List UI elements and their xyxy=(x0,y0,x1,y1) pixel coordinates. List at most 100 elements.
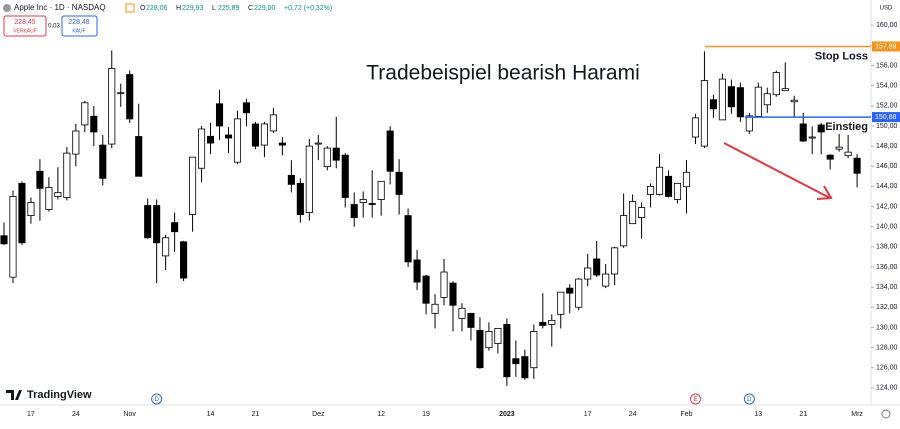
candle-body xyxy=(844,151,852,157)
candle-body xyxy=(413,259,421,283)
candle-body xyxy=(602,273,610,287)
candle-body xyxy=(494,328,502,344)
candle-body xyxy=(557,291,565,315)
candle-body xyxy=(817,124,825,133)
candle-body xyxy=(754,86,762,117)
candle-body xyxy=(629,201,637,225)
candle-body xyxy=(162,237,170,257)
candle-body xyxy=(350,204,358,219)
status-icon xyxy=(125,3,135,13)
price-line-text: Stop Loss xyxy=(815,50,868,62)
sell-button[interactable] xyxy=(3,15,47,37)
event-marker xyxy=(743,393,755,405)
buy-price: 228,48 xyxy=(68,19,90,26)
currency: USD xyxy=(880,6,893,12)
y-tick-label: 134,00 xyxy=(876,284,898,291)
candle-body xyxy=(180,241,188,279)
candle-body xyxy=(548,319,556,325)
candle-body xyxy=(664,175,673,197)
y-tick-label: 130,00 xyxy=(876,324,898,331)
y-tick-label: 154,00 xyxy=(876,82,898,89)
event-label: E xyxy=(693,397,697,403)
x-tick-label: Nov xyxy=(123,411,136,418)
candle-body xyxy=(18,182,26,244)
event-marker xyxy=(689,393,701,405)
x-tick-label: Mrz xyxy=(851,411,863,418)
candle-body xyxy=(422,275,430,304)
candle-body xyxy=(189,156,197,215)
candle-body xyxy=(799,123,807,142)
y-tick-label: 132,00 xyxy=(876,304,898,311)
brand-name: TradingView xyxy=(27,389,92,401)
candle-body xyxy=(341,154,349,198)
candle-body xyxy=(709,99,717,110)
y-tick-label: 128,00 xyxy=(876,344,898,351)
y-tick-label: 148,00 xyxy=(876,143,898,150)
candle-body xyxy=(368,203,376,205)
y-tick-label: 136,00 xyxy=(876,264,898,271)
candle-body xyxy=(736,87,744,118)
candle-body xyxy=(27,202,35,216)
x-tick-label: 24 xyxy=(72,411,80,418)
candle-body xyxy=(45,186,53,210)
price-line-text: Einstieg xyxy=(825,121,868,133)
x-tick-label: Feb xyxy=(680,411,692,418)
candle-body xyxy=(359,199,367,203)
quote-value: 225,89 xyxy=(218,5,240,12)
y-tick-label: 146,00 xyxy=(876,163,898,170)
y-tick-label: 124,00 xyxy=(876,385,898,392)
arrow xyxy=(723,142,833,200)
candle-body xyxy=(808,136,816,139)
candle-body xyxy=(763,93,771,106)
x-tick-label: 13 xyxy=(754,411,762,418)
candle-body xyxy=(781,88,789,92)
price-line-label: 150,88 xyxy=(875,114,897,121)
quote: O 228,06 H 229,93 L 225,89 C 229,00 +0,72 (+0,32… xyxy=(140,5,332,12)
candle-body xyxy=(638,207,646,219)
candle-body xyxy=(63,152,71,198)
candle-body xyxy=(0,235,8,245)
candle-body xyxy=(305,145,313,213)
x-tick-label: 21 xyxy=(799,411,807,418)
candle-body xyxy=(332,147,340,161)
candle-body xyxy=(278,142,286,146)
event-marker xyxy=(151,393,163,405)
candle-body xyxy=(296,182,304,215)
quote-key: C xyxy=(248,5,253,12)
candle-body xyxy=(620,215,628,247)
price-line-badge xyxy=(872,112,900,123)
buy-button[interactable] xyxy=(61,15,98,37)
candle-body xyxy=(377,180,385,200)
candle-body xyxy=(853,157,861,174)
candle-body xyxy=(117,92,125,95)
candle-body xyxy=(395,171,403,195)
candle-body xyxy=(566,287,574,294)
y-tick-label: 140,00 xyxy=(876,224,898,231)
candle-body xyxy=(215,103,224,127)
y-tick-label: 126,00 xyxy=(876,365,898,372)
candle-body xyxy=(745,115,753,132)
settings-icon[interactable] xyxy=(881,409,891,419)
candle-body xyxy=(530,331,538,369)
quote-key: L xyxy=(212,5,216,12)
chart-title: Tradebeispiel bearish Harami xyxy=(366,62,640,85)
sell-price: 228,45 xyxy=(14,19,36,26)
quote-key: H xyxy=(176,5,181,12)
candle-body xyxy=(476,330,484,369)
candle-body xyxy=(198,128,206,169)
candle-body xyxy=(72,130,80,155)
candle-body xyxy=(260,123,268,146)
x-tick-label: 12 xyxy=(377,411,385,418)
candle-body xyxy=(36,170,44,189)
candle-body xyxy=(700,80,708,147)
candle-body xyxy=(242,102,251,114)
y-tick-label: 138,00 xyxy=(876,244,898,251)
y-tick-label: 152,00 xyxy=(876,103,898,110)
y-tick-label: 144,00 xyxy=(876,183,898,190)
candle-body xyxy=(539,321,547,326)
quote-value: 229,00 xyxy=(254,5,276,12)
price-line-badge xyxy=(872,41,900,52)
candle-body xyxy=(269,114,277,132)
x-tick-label: 2023 xyxy=(499,411,515,418)
